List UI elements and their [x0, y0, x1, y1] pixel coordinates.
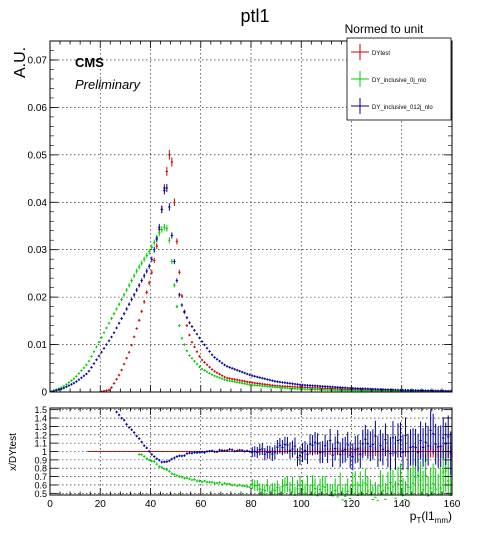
ratio-point-dytest: [110, 451, 112, 452]
ratio-point-dytest: [98, 451, 100, 452]
ratio-point-dytest: [183, 451, 185, 452]
cms-label: CMS: [75, 55, 104, 70]
x-tick-label-20: 20: [95, 499, 107, 510]
chart-subtitle: Normed to unit: [345, 22, 424, 36]
ratio-point-dytest: [141, 451, 143, 452]
ratio-point-dytest: [135, 451, 137, 452]
ratio-point-dytest: [143, 451, 145, 452]
main-y-tick-label-1: 0.01: [28, 340, 48, 351]
ratio-point-dytest: [171, 451, 173, 452]
main-y-axis-label: A.U.: [12, 47, 29, 78]
cms-preliminary-label: Preliminary: [75, 77, 142, 92]
ratio-point-dytest: [138, 451, 140, 452]
main-y-tick-label-4: 0.04: [28, 198, 48, 209]
ratio-point-dytest: [186, 451, 188, 452]
ratio-point-dytest: [130, 451, 132, 452]
ratio-point-dytest: [120, 451, 122, 452]
ratio-point-dytest: [118, 451, 120, 452]
x-tick-label-40: 40: [145, 499, 157, 510]
ratio-point-dytest: [105, 451, 107, 452]
ratio-point-dytest: [146, 451, 148, 452]
ratio-point-dytest: [93, 451, 95, 452]
main-y-tick-label-7: 0.07: [28, 55, 48, 66]
x-tick-label-160: 160: [444, 499, 461, 510]
ratio-point-dytest: [181, 451, 183, 452]
ratio-point-dytest: [123, 451, 125, 452]
ratio-point-dytest: [191, 451, 193, 452]
ratio-point-dytest: [178, 451, 180, 452]
main-y-tick-label-2: 0.02: [28, 293, 48, 304]
ratio-point-dytest: [158, 451, 160, 452]
ratio-point-dytest: [95, 451, 97, 452]
ratio-point-dytest: [228, 451, 230, 452]
ratio-point-dytest: [168, 451, 170, 452]
x-tick-label-100: 100: [293, 499, 310, 510]
ratio-point-dytest: [173, 451, 175, 452]
ratio-point-dytest: [161, 451, 163, 452]
legend-label-dy-inclusive-012j-nlo: DY_inclusive_012j_nlo: [372, 105, 433, 111]
x-tick-label-140: 140: [393, 499, 410, 510]
ratio-y-tick-label-10: 1.5: [34, 405, 47, 415]
ratio-point-dytest: [156, 451, 158, 452]
ratio-point-dytest: [108, 451, 110, 452]
ratio-point-dytest: [115, 451, 117, 452]
legend: DYtest DY_inclusive_0j_nlo DY_inclusive_…: [347, 38, 451, 120]
ratio-point-dytest: [133, 451, 135, 452]
ratio-y-axis-label: x/DYtest: [8, 433, 19, 471]
x-tick-label-120: 120: [343, 499, 360, 510]
x-tick-label-0: 0: [47, 499, 53, 510]
ratio-point-dytest: [163, 451, 165, 452]
chart-title: ptl1: [240, 6, 269, 26]
legend-label-dy-inclusive-0j-nlo: DY_inclusive_0j_nlo: [372, 78, 427, 84]
ratio-point-dytest: [113, 451, 115, 452]
main-y-tick-label-0: 0: [41, 388, 47, 399]
ratio-point-dytest: [166, 451, 168, 452]
ratio-point-dytest: [128, 451, 130, 452]
ratio-point-dytest: [90, 451, 92, 452]
main-y-tick-label-3: 0.03: [28, 245, 48, 256]
main-y-tick-label-6: 0.06: [28, 103, 48, 114]
legend-label-dytest: DYtest: [372, 51, 390, 57]
x-tick-label-80: 80: [245, 499, 257, 510]
ratio-point-dytest: [231, 451, 233, 452]
x-tick-label-60: 60: [195, 499, 207, 510]
ratio-point-dytest: [153, 451, 155, 452]
ratio-point-dytest: [88, 451, 90, 452]
ratio-point-dytest: [125, 451, 127, 452]
main-y-tick-label-5: 0.05: [28, 150, 48, 161]
ratio-point-dytest: [103, 451, 105, 452]
ratio-point-dytest: [151, 451, 153, 452]
ratio-point-dytest: [176, 451, 178, 452]
ratio-point-dytest: [100, 451, 102, 452]
